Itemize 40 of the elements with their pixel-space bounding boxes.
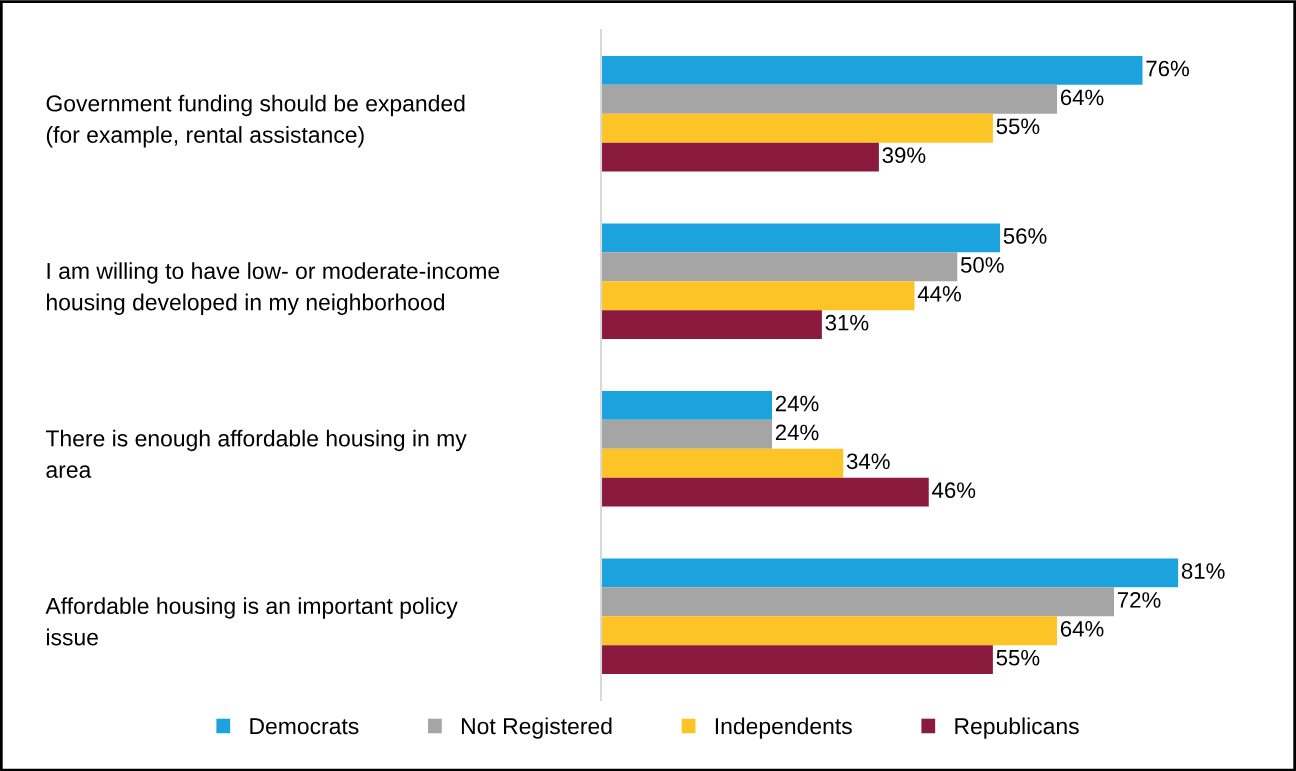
bar xyxy=(601,419,773,449)
data-label: 50% xyxy=(960,257,1004,273)
data-label: 55% xyxy=(996,118,1040,135)
data-label: 24% xyxy=(775,395,819,412)
bar xyxy=(601,310,822,340)
legend-label: Republicans xyxy=(955,717,1079,739)
bar xyxy=(601,142,879,172)
y-tick-label: Government funding should be expanded (for example, rental assistance) xyxy=(46,94,465,148)
data-label: 44% xyxy=(917,286,961,302)
bar xyxy=(601,477,929,507)
data-label: 64% xyxy=(1060,89,1104,106)
bar xyxy=(601,55,1143,85)
bar xyxy=(601,390,773,420)
legend-label: Independents xyxy=(715,717,852,739)
data-label: 64% xyxy=(1060,620,1104,637)
bar xyxy=(601,281,915,311)
y-tick-label: There is enough affordable housing in my area xyxy=(45,429,467,478)
data-label: 76% xyxy=(1146,60,1189,77)
bar xyxy=(601,448,844,478)
bar xyxy=(601,84,1058,114)
bar xyxy=(601,223,1001,253)
data-label: 56% xyxy=(1003,228,1047,244)
data-label: 34% xyxy=(846,453,890,470)
bar xyxy=(601,252,958,282)
y-tick-label: I am willing to have low- or moderate-income housing developed in my neighborhood xyxy=(47,262,500,315)
bar xyxy=(601,645,993,675)
data-label: 39% xyxy=(882,147,926,164)
bar xyxy=(601,558,1179,588)
data-label: 31% xyxy=(825,314,869,331)
data-label: 24% xyxy=(775,424,819,441)
data-label: 55% xyxy=(996,649,1040,666)
data-label: 46% xyxy=(932,482,976,499)
bar xyxy=(601,113,993,143)
data-label: 72% xyxy=(1117,592,1161,608)
data-label: 81% xyxy=(1181,563,1225,579)
legend-label: Democrats xyxy=(250,718,359,735)
y-tick-label: Affordable housing is an important policy issue xyxy=(45,597,458,646)
legend-label: Not Registered xyxy=(461,717,612,739)
bar xyxy=(601,616,1058,646)
bar xyxy=(601,587,1115,617)
